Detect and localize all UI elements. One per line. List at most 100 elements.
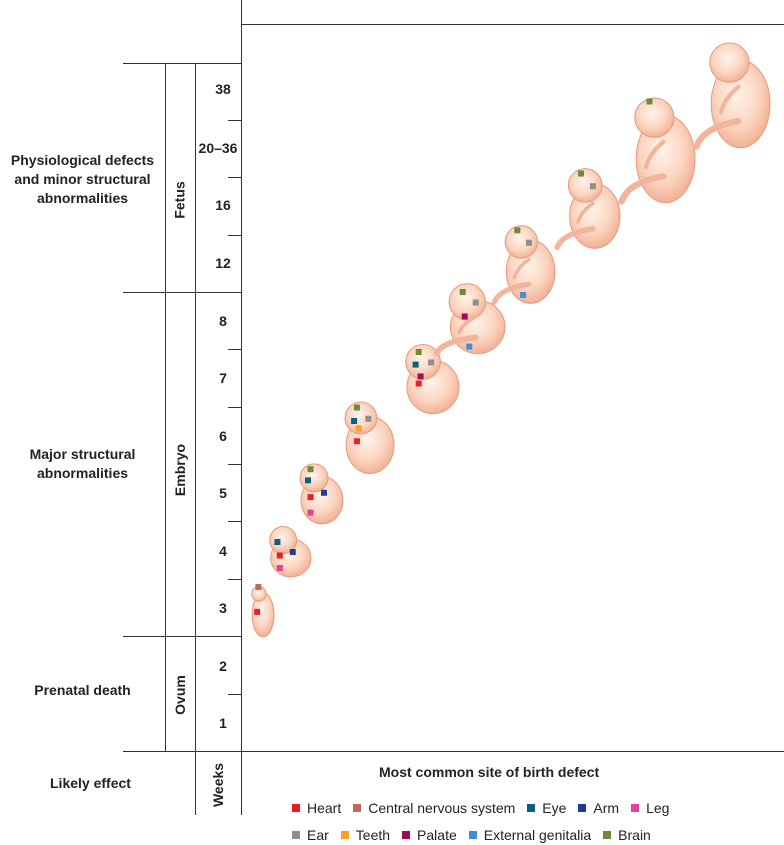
legend-item-palate: Palate bbox=[402, 827, 457, 843]
legend-label: Arm bbox=[593, 800, 620, 816]
legend-swatch bbox=[353, 804, 362, 812]
site-marker-brain bbox=[514, 227, 521, 234]
site-marker-brain bbox=[578, 170, 584, 177]
week-label: 6 bbox=[219, 428, 227, 444]
site-marker-arm bbox=[321, 489, 327, 496]
week-tick bbox=[228, 407, 241, 408]
legend-row-2: Ear Teeth Palate External genitalia Brai… bbox=[292, 827, 663, 843]
embryo-week-8 bbox=[433, 283, 506, 356]
embryo-illustrations bbox=[251, 42, 771, 638]
legend-item-arm: Arm bbox=[578, 800, 619, 816]
legend-swatch bbox=[631, 804, 640, 812]
week-tick bbox=[228, 694, 241, 695]
embryo-leg bbox=[433, 334, 479, 356]
legend-row-1: Heart Central nervous system Eye Arm Leg bbox=[292, 800, 681, 816]
embryo-leg bbox=[491, 281, 532, 306]
embryo-head bbox=[299, 463, 329, 493]
embryo-head bbox=[344, 401, 378, 435]
site-marker-heart bbox=[307, 494, 314, 501]
site-marker-eye bbox=[305, 477, 311, 484]
site-marker-brain bbox=[415, 349, 422, 355]
site-marker-eye bbox=[351, 418, 358, 424]
embryo-leg bbox=[554, 226, 596, 251]
legend-label: Brain bbox=[618, 827, 651, 843]
site-marker-brain bbox=[646, 98, 653, 105]
embryo-arm bbox=[576, 201, 595, 224]
effect-divider-embryo-ovum bbox=[123, 636, 241, 637]
site-marker-ear bbox=[590, 183, 596, 190]
site-marker-brain bbox=[353, 404, 360, 411]
week-tick bbox=[228, 120, 241, 121]
weeks-column-left-line bbox=[195, 63, 196, 815]
week-label: 7 bbox=[219, 370, 227, 386]
right-column-divider bbox=[241, 0, 242, 815]
weeks-caption: Weeks bbox=[203, 755, 233, 815]
site-caption: Most common site of birth defect bbox=[379, 764, 600, 780]
week-tick bbox=[228, 349, 241, 350]
embryo-head bbox=[709, 42, 750, 83]
legend-item-leg: Leg bbox=[631, 800, 669, 816]
legend-item-heart: Heart bbox=[292, 800, 341, 816]
embryo-week-12 bbox=[491, 225, 556, 306]
embryo-week-38 bbox=[693, 42, 771, 150]
week-label: 5 bbox=[219, 485, 227, 501]
site-marker-arm bbox=[289, 549, 296, 555]
legend-item-brain: Brain bbox=[603, 827, 651, 843]
legend-swatch bbox=[292, 831, 300, 839]
weeks-caption-label: Weeks bbox=[210, 762, 227, 808]
effect-divider-fetus-embryo bbox=[123, 292, 241, 293]
effect-prenatal-death: Prenatal death bbox=[0, 681, 165, 700]
embryo-head bbox=[634, 97, 675, 138]
legend-item-cns: Central nervous system bbox=[353, 800, 515, 816]
week-label: 1 bbox=[219, 715, 227, 731]
site-marker-heart bbox=[276, 552, 283, 559]
effect-line: Major structural bbox=[29, 446, 136, 462]
site-marker-brain bbox=[307, 466, 314, 473]
legend-swatch bbox=[527, 804, 536, 812]
site-marker-central-nervous-system bbox=[255, 583, 262, 590]
site-marker-ear bbox=[525, 239, 532, 246]
legend-label: Eye bbox=[542, 800, 567, 816]
effect-line: Prenatal death bbox=[34, 682, 131, 698]
site-marker-brain bbox=[459, 289, 466, 295]
effect-line: Physiological defects bbox=[10, 152, 155, 168]
week-tick bbox=[228, 521, 241, 522]
site-marker-palate bbox=[417, 373, 424, 380]
legend-label: Teeth bbox=[355, 827, 391, 843]
top-horizontal-line bbox=[241, 24, 784, 25]
embryo-week-4 bbox=[269, 526, 312, 578]
week-tick bbox=[228, 235, 241, 236]
site-marker-leg bbox=[276, 565, 283, 571]
legend-item-ear: Ear bbox=[292, 827, 329, 843]
effect-divider-top bbox=[123, 63, 241, 64]
site-marker-external-genitalia bbox=[520, 292, 527, 299]
legend-swatch bbox=[292, 804, 300, 812]
site-marker-external-genitalia bbox=[466, 343, 473, 350]
week-tick bbox=[228, 177, 241, 178]
site-marker-leg bbox=[307, 509, 314, 516]
legend-swatch bbox=[468, 831, 477, 839]
effect-line: abnormalities bbox=[36, 190, 129, 206]
legend-label: Ear bbox=[307, 827, 329, 843]
legend-swatch bbox=[603, 831, 612, 839]
site-marker-ear bbox=[428, 359, 435, 366]
week-label: 20–36 bbox=[198, 140, 238, 156]
effect-physiological: Physiological defects and minor structur… bbox=[0, 151, 165, 208]
effect-major-structural: Major structural abnormalities bbox=[0, 445, 165, 483]
site-marker-ear bbox=[365, 415, 372, 422]
week-label: 8 bbox=[219, 313, 227, 329]
legend-item-teeth: Teeth bbox=[340, 827, 391, 843]
site-marker-palate bbox=[461, 313, 468, 320]
legend-label: Central nervous system bbox=[368, 800, 516, 816]
embryo-head bbox=[567, 168, 603, 203]
week-label: 4 bbox=[219, 543, 227, 559]
embryo-arm bbox=[512, 257, 531, 280]
legend-swatch bbox=[402, 831, 411, 839]
embryo-leg bbox=[693, 118, 742, 150]
week-label: 3 bbox=[219, 600, 227, 616]
legend-item-eye: Eye bbox=[527, 800, 566, 816]
site-marker-teeth bbox=[355, 425, 362, 432]
embryo-leg bbox=[618, 173, 667, 205]
legend-label: Leg bbox=[646, 800, 670, 816]
embryo-week-16 bbox=[554, 168, 621, 251]
